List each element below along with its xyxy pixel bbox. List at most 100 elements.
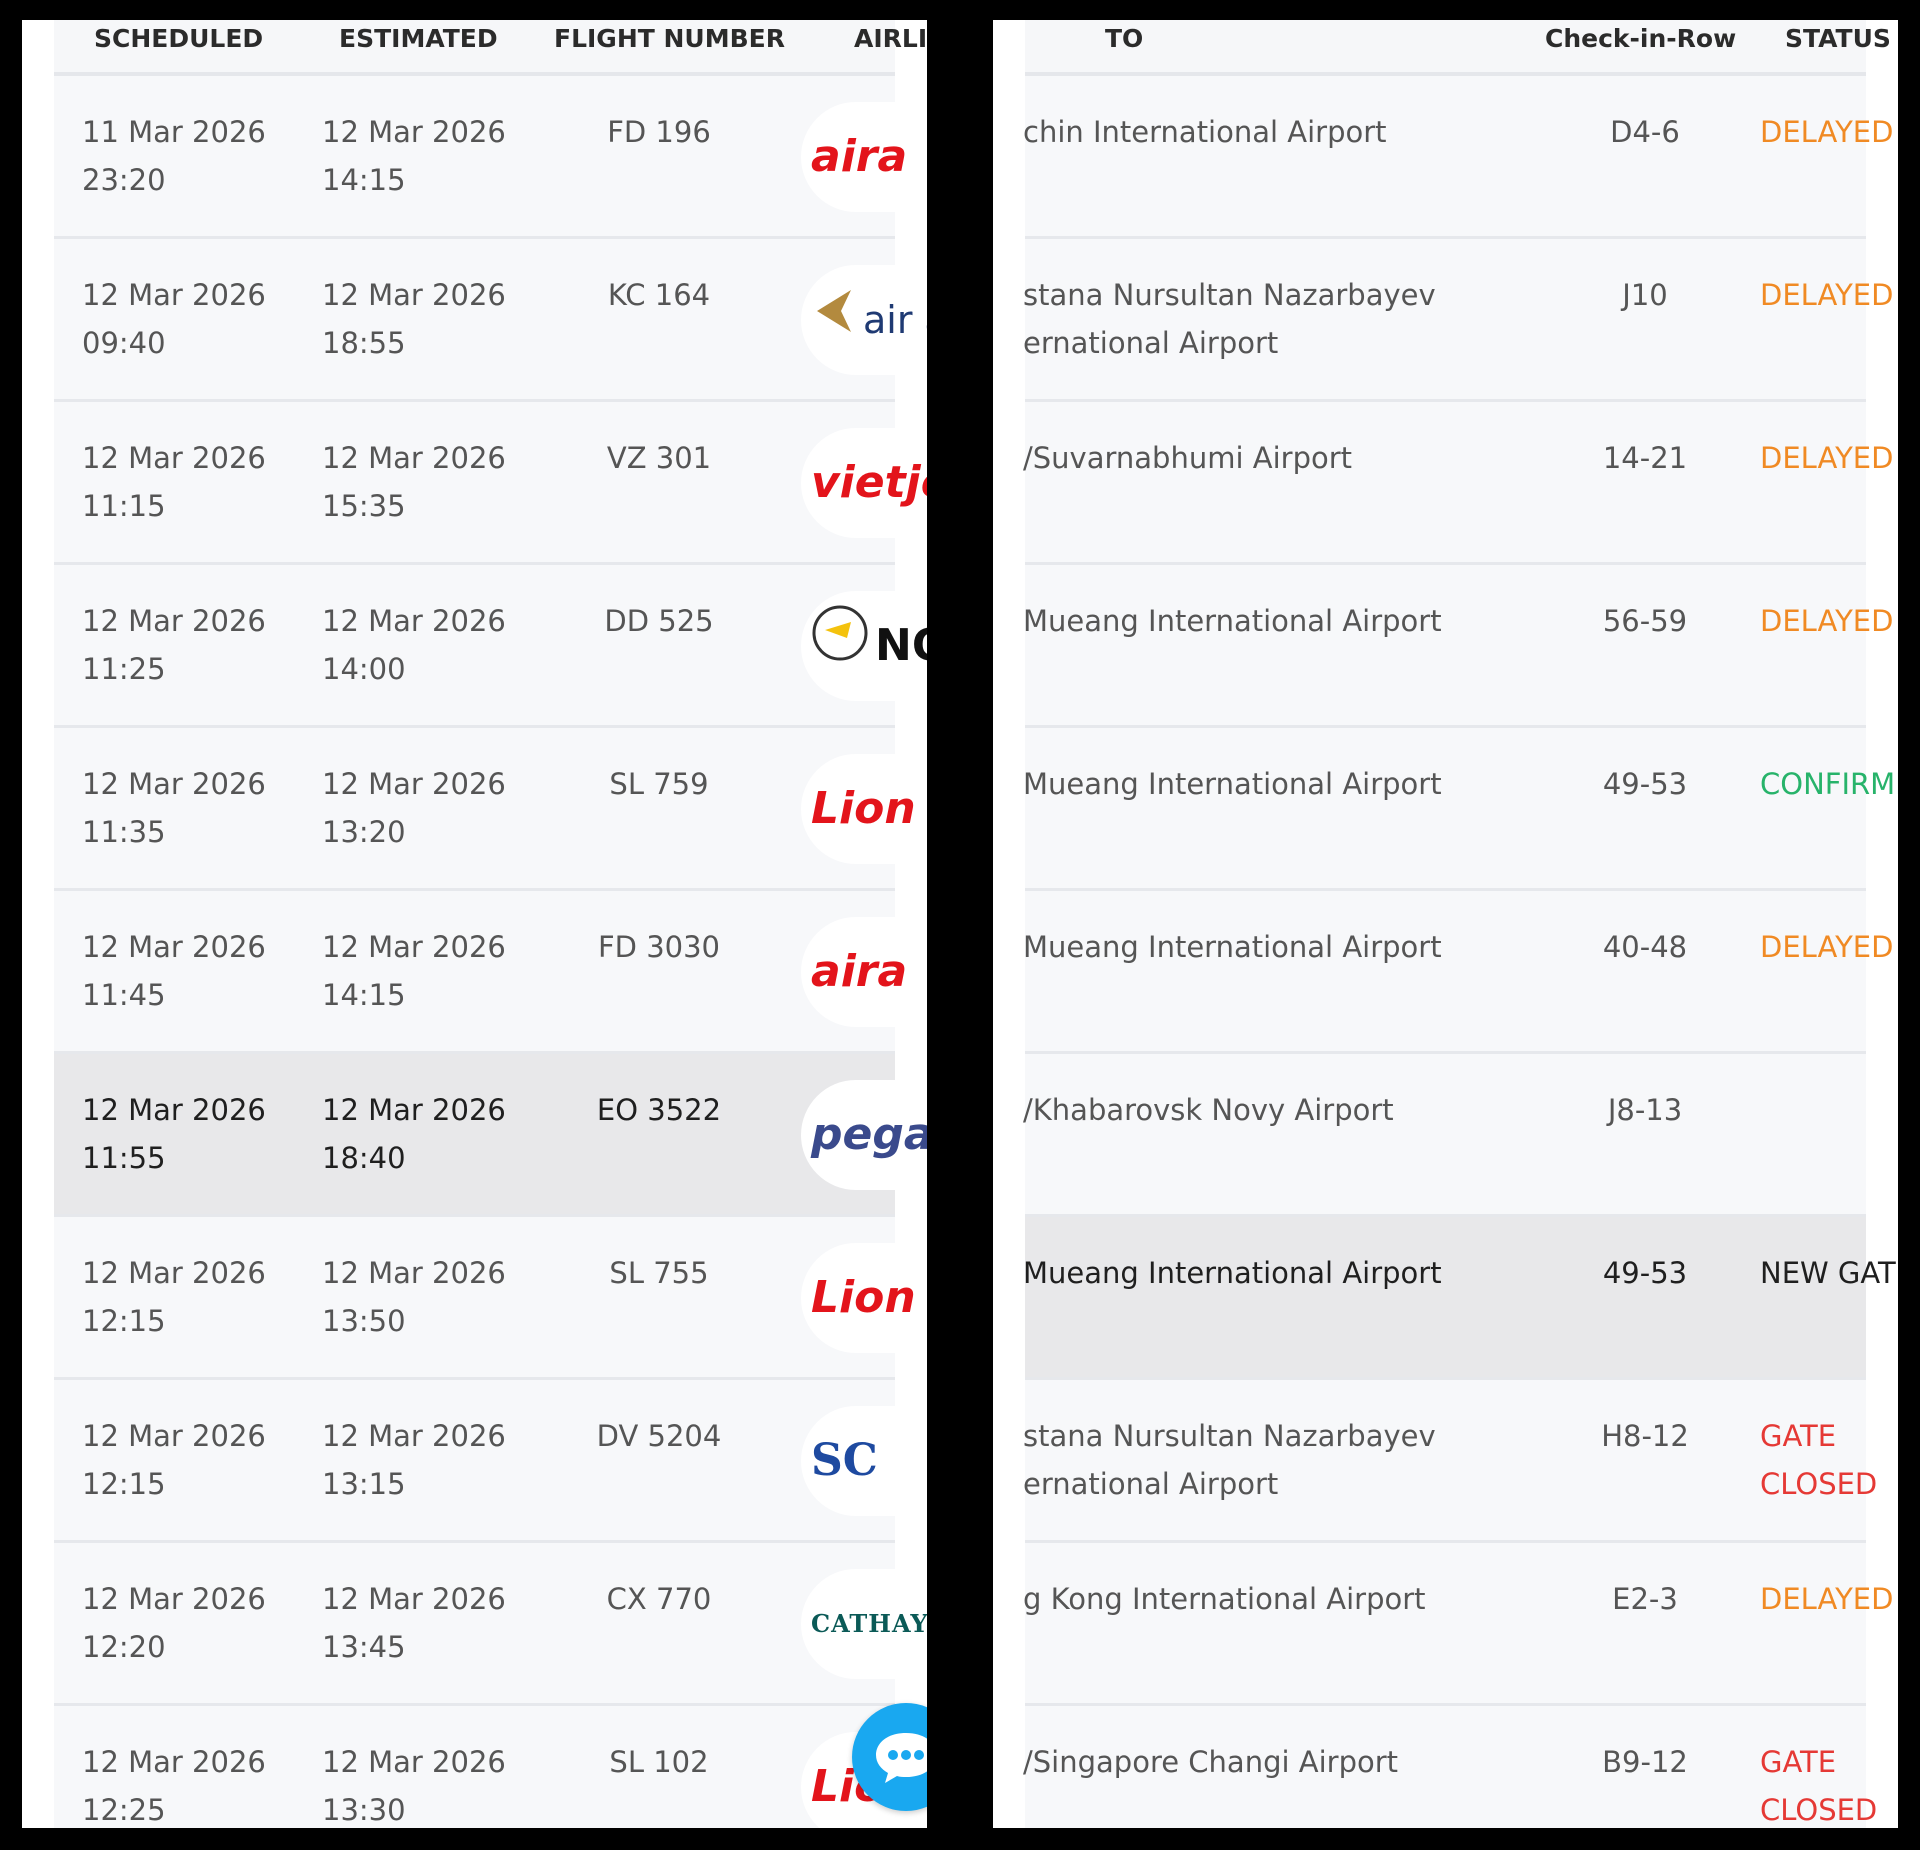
scheduled-date: 12 Mar 2026 [82, 604, 266, 638]
table-row[interactable]: /Khabarovsk Novy Airport J8-13 [1023, 1054, 1866, 1217]
airline-logo: aira [801, 102, 927, 212]
destination-line-2: ernational Airport [1023, 326, 1279, 360]
destination-cell: Mueang International Airport [1023, 923, 1543, 971]
table-row[interactable]: chin International Airport D4-6 DELAYED [1023, 76, 1893, 239]
airline-logo-text: SC [811, 1435, 878, 1486]
scheduled-time: 11:35 [82, 815, 166, 849]
status-badge: DELAYED [1760, 604, 1894, 638]
estimated-cell: 12 Mar 2026 13:20 [322, 760, 542, 856]
destination-cell: /Singapore Changi Airport [1023, 1738, 1543, 1786]
header-airline[interactable]: AIRLI [854, 24, 927, 53]
estimated-cell: 12 Mar 2026 13:45 [322, 1575, 542, 1671]
header-check-in-row[interactable]: Check-in-Row [1545, 24, 1737, 53]
airline-logo: vietjetA [801, 428, 927, 538]
flight-number: CX 770 [606, 1582, 712, 1616]
scheduled-date: 12 Mar 2026 [82, 1419, 266, 1453]
destination-cell: /Khabarovsk Novy Airport [1023, 1086, 1543, 1134]
table-row[interactable]: 12 Mar 2026 11:55 12 Mar 2026 18:40 EO 3522 p… [54, 1054, 927, 1217]
check-in-row: E2-3 [1612, 1582, 1678, 1616]
table-row[interactable]: Mueang International Airport 40-48 DELAYED [1023, 891, 1893, 1054]
flight-number: VZ 301 [606, 441, 712, 475]
scheduled-cell: 11 Mar 2026 23:20 [82, 108, 302, 204]
table-row[interactable]: /Singapore Changi Airport B9-12 GATE CLOSE… [1023, 1706, 1877, 1828]
estimated-cell: 12 Mar 2026 13:15 [322, 1412, 542, 1508]
status-badge: DELAYED [1760, 1582, 1894, 1616]
table-row[interactable]: 12 Mar 2026 12:15 12 Mar 2026 13:50 SL 755 Li… [54, 1217, 927, 1380]
table-row[interactable]: Mueang International Airport 56-59 DELAYED [1023, 565, 1893, 728]
scheduled-time: 12:20 [82, 1630, 166, 1664]
destination-cell: Mueang International Airport [1023, 760, 1543, 808]
destination-line-1: stana Nursultan Nazarbayev [1023, 1419, 1436, 1453]
status-badge: GATE CLOSED [1760, 1419, 1878, 1501]
scheduled-cell: 12 Mar 2026 12:15 [82, 1249, 302, 1345]
table-row[interactable]: 12 Mar 2026 11:25 12 Mar 2026 14:00 DD 525 NO [54, 565, 927, 728]
air-astana-emblem-icon [811, 268, 857, 376]
scheduled-time: 11:45 [82, 978, 166, 1012]
airline-logo: Lion [801, 754, 927, 864]
table-row[interactable]: 12 Mar 2026 12:15 12 Mar 2026 13:15 DV 5204 S… [54, 1380, 927, 1543]
airline-logo: NO [801, 591, 927, 701]
header-flight-number[interactable]: FLIGHT NUMBER [554, 24, 785, 53]
table-row[interactable]: g Kong International Airport E2-3 DELAYED [1023, 1543, 1893, 1706]
check-in-row: J10 [1622, 278, 1668, 312]
table-row[interactable]: 12 Mar 2026 11:15 12 Mar 2026 15:35 VZ 301 vi… [54, 402, 927, 565]
check-in-row: J8-13 [1607, 1093, 1683, 1127]
destination-cell: /Suvarnabhumi Airport [1023, 434, 1543, 482]
estimated-date: 12 Mar 2026 [322, 1745, 506, 1779]
table-row[interactable]: 12 Mar 2026 11:45 12 Mar 2026 14:15 FD 3030 a… [54, 891, 927, 1054]
airline-logo-text: pegas [811, 1109, 927, 1160]
airline-logo-text: CATHAY [811, 1609, 927, 1638]
scheduled-date: 12 Mar 2026 [82, 930, 266, 964]
destination-cell: stana Nursultan Nazarbayev ernational Air… [1023, 271, 1543, 367]
table-row[interactable]: /Suvarnabhumi Airport 14-21 DELAYED [1023, 402, 1893, 565]
scheduled-date: 12 Mar 2026 [82, 767, 266, 801]
estimated-time: 13:15 [322, 1467, 406, 1501]
table-row[interactable]: 12 Mar 2026 09:40 12 Mar 2026 18:55 KC 164 ai… [54, 239, 927, 402]
destination-cell: g Kong International Airport [1023, 1575, 1543, 1623]
scheduled-cell: 12 Mar 2026 11:25 [82, 597, 302, 693]
scheduled-time: 09:40 [82, 326, 166, 360]
scheduled-time: 23:20 [82, 163, 166, 197]
table-row[interactable]: Mueang International Airport 49-53 CONFIRM… [1023, 728, 1898, 891]
airline-logo-text: vietjetA [811, 457, 927, 508]
header-to[interactable]: TO [1105, 24, 1144, 53]
table-row[interactable]: 11 Mar 2026 23:20 12 Mar 2026 14:15 FD 196 ai… [54, 76, 927, 239]
destination-line-1: Mueang International Airport [1023, 930, 1442, 964]
table-row[interactable]: 12 Mar 2026 12:20 12 Mar 2026 13:45 CX 770 CA… [54, 1543, 927, 1706]
table-row[interactable]: stana Nursultan Nazarbayev ernational Air… [1023, 239, 1893, 402]
table-row[interactable]: 12 Mar 2026 11:35 12 Mar 2026 13:20 SL 759 Li… [54, 728, 927, 891]
estimated-cell: 12 Mar 2026 18:40 [322, 1086, 542, 1182]
scheduled-cell: 12 Mar 2026 12:15 [82, 1412, 302, 1508]
header-status[interactable]: STATUS [1785, 24, 1891, 53]
table-header: SCHEDULED ESTIMATED FLIGHT NUMBER AIRLI [54, 20, 927, 76]
flight-number: KC 164 [607, 278, 711, 312]
destination-cell: stana Nursultan Nazarbayev ernational Air… [1023, 1412, 1543, 1508]
estimated-date: 12 Mar 2026 [322, 930, 506, 964]
estimated-time: 14:15 [322, 978, 406, 1012]
status-badge: DELAYED [1760, 930, 1894, 964]
table-header: TO Check-in-Row STATUS [1025, 20, 1891, 76]
scheduled-date: 12 Mar 2026 [82, 278, 266, 312]
nok-bird-icon [811, 593, 869, 701]
scheduled-cell: 12 Mar 2026 11:15 [82, 434, 302, 530]
destination-cell: Mueang International Airport [1023, 597, 1543, 645]
table-row[interactable]: Mueang International Airport 49-53 NEW GAT… [1023, 1217, 1898, 1380]
estimated-date: 12 Mar 2026 [322, 278, 506, 312]
header-scheduled[interactable]: SCHEDULED [94, 24, 264, 53]
scheduled-time: 11:55 [82, 1141, 166, 1175]
header-estimated[interactable]: ESTIMATED [339, 24, 498, 53]
airline-logo-text: aira [811, 946, 908, 997]
table-row[interactable]: stana Nursultan Nazarbayev ernational Air… [1023, 1380, 1877, 1543]
status-badge: DELAYED [1760, 278, 1894, 312]
estimated-time: 13:30 [322, 1793, 406, 1827]
scheduled-date: 12 Mar 2026 [82, 1582, 266, 1616]
scheduled-date: 12 Mar 2026 [82, 1256, 266, 1290]
airline-logo: aira [801, 917, 927, 1027]
flight-number: SL 102 [609, 1745, 709, 1779]
scheduled-date: 12 Mar 2026 [82, 1093, 266, 1127]
destination-line-1: /Suvarnabhumi Airport [1023, 441, 1353, 475]
estimated-cell: 12 Mar 2026 14:15 [322, 923, 542, 1019]
flight-number: FD 3030 [597, 930, 721, 964]
status-badge: DELAYED [1760, 115, 1894, 149]
